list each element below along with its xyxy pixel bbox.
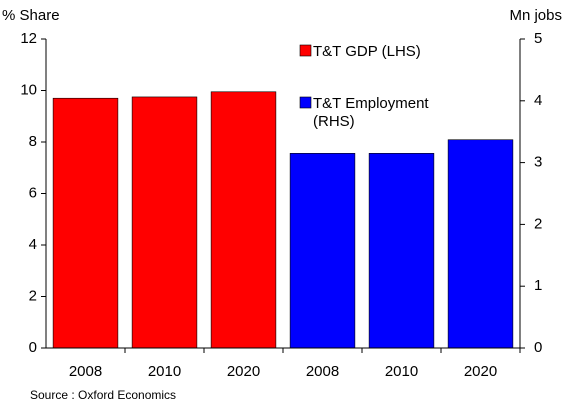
y-tick-label: 6 xyxy=(29,184,37,201)
y2-tick-label: 4 xyxy=(534,92,542,109)
source: Source : Oxford Economics xyxy=(30,388,176,402)
y-tick-label: 8 xyxy=(29,133,37,150)
legend-label: T&T GDP (LHS) xyxy=(313,43,421,60)
y-tick-label: 12 xyxy=(20,30,37,47)
x-tick-label: 2008 xyxy=(306,363,339,380)
legend-label: T&T Employment (RHS) xyxy=(313,95,429,130)
bar xyxy=(368,153,435,349)
y-tick-label: 4 xyxy=(29,236,37,253)
x-tick-label: 2010 xyxy=(385,363,418,380)
y-tick-label: 0 xyxy=(29,339,37,356)
bar xyxy=(447,139,514,349)
y2-axis-label: Mn jobs xyxy=(509,7,562,24)
x-tick-label: 2008 xyxy=(69,363,102,380)
x-tick-label: 2010 xyxy=(148,363,181,380)
y2-tick-label: 3 xyxy=(534,154,542,171)
legend-swatch xyxy=(299,96,312,109)
x-tick-label: 2020 xyxy=(227,363,260,380)
y-tick-label: 2 xyxy=(29,287,37,304)
bar xyxy=(131,96,198,349)
bar xyxy=(52,97,119,349)
y2-tick-label: 0 xyxy=(534,339,542,356)
legend-swatch xyxy=(299,44,312,57)
bar xyxy=(210,91,277,349)
y-tick-label: 10 xyxy=(20,81,37,98)
y-axis-label: % Share xyxy=(2,7,60,24)
y2-tick-label: 5 xyxy=(534,30,542,47)
y2-tick-label: 1 xyxy=(534,277,542,294)
y2-tick-label: 2 xyxy=(534,215,542,232)
bar xyxy=(289,153,356,349)
x-tick-label: 2020 xyxy=(464,363,497,380)
